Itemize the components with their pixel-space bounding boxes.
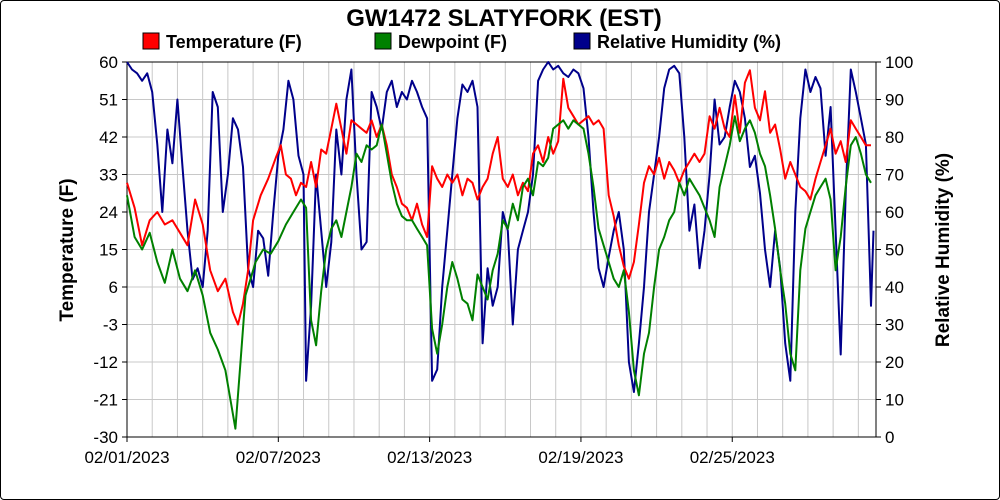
legend-swatch xyxy=(374,32,392,50)
legend: Temperature (F) Dewpoint (F) Relative Humi… xyxy=(142,32,781,52)
legend-swatch xyxy=(573,32,591,50)
series-line-dewpoint-f xyxy=(126,115,872,430)
y2-axis-title: Relative Humidity (%) xyxy=(933,153,954,347)
x-tick-label: 02/25/2023 xyxy=(690,448,775,467)
y2-tick-label: 10 xyxy=(885,391,904,410)
y2-tick-label: 30 xyxy=(885,316,904,335)
y-axis-title: Temperature (F) xyxy=(57,178,78,321)
y-tick-label: -21 xyxy=(93,391,118,410)
y-tick-label: 15 xyxy=(99,241,118,260)
legend-swatch xyxy=(142,32,160,50)
legend-label: Relative Humidity (%) xyxy=(597,32,781,52)
y-tick-label: 24 xyxy=(99,203,118,222)
y2-tick-label: 80 xyxy=(885,128,904,147)
x-tick-label: 02/07/2023 xyxy=(236,448,321,467)
y2-tick-label: 40 xyxy=(885,278,904,297)
series-line-temperature-f xyxy=(126,69,871,326)
y2-tick-label: 70 xyxy=(885,166,904,185)
y-tick-label: 51 xyxy=(99,91,118,110)
y-tick-label: 33 xyxy=(99,166,118,185)
x-tick-label: 02/13/2023 xyxy=(387,448,472,467)
y2-tick-label: 20 xyxy=(885,353,904,372)
x-tick-label: 02/19/2023 xyxy=(538,448,623,467)
legend-label: Dewpoint (F) xyxy=(398,32,507,52)
series-layer xyxy=(126,61,875,430)
chart-title: GW1472 SLATYFORK (EST) xyxy=(346,5,662,32)
x-axis: 02/01/2023 02/07/2023 02/13/2023 02/19/2023… xyxy=(84,437,775,467)
y2-tick-label: 90 xyxy=(885,91,904,110)
series-line-relative-humidity xyxy=(126,61,875,393)
y2-tick-label: 60 xyxy=(885,203,904,222)
y-axis-left: 60 51 42 33 24 15 6 -3 -12 -21 -30 xyxy=(93,53,127,447)
y2-tick-label: 0 xyxy=(885,428,894,447)
y-tick-label: -12 xyxy=(93,353,118,372)
y-tick-label: 60 xyxy=(99,53,118,72)
legend-label: Temperature (F) xyxy=(166,32,302,52)
y-tick-label: 42 xyxy=(99,128,118,147)
x-tick-label: 02/01/2023 xyxy=(84,448,169,467)
y-tick-label: -3 xyxy=(103,316,118,335)
y2-tick-label: 50 xyxy=(885,241,904,260)
y2-tick-label: 100 xyxy=(885,53,913,72)
y-tick-label: 6 xyxy=(109,278,118,297)
y-tick-label: -30 xyxy=(93,428,118,447)
